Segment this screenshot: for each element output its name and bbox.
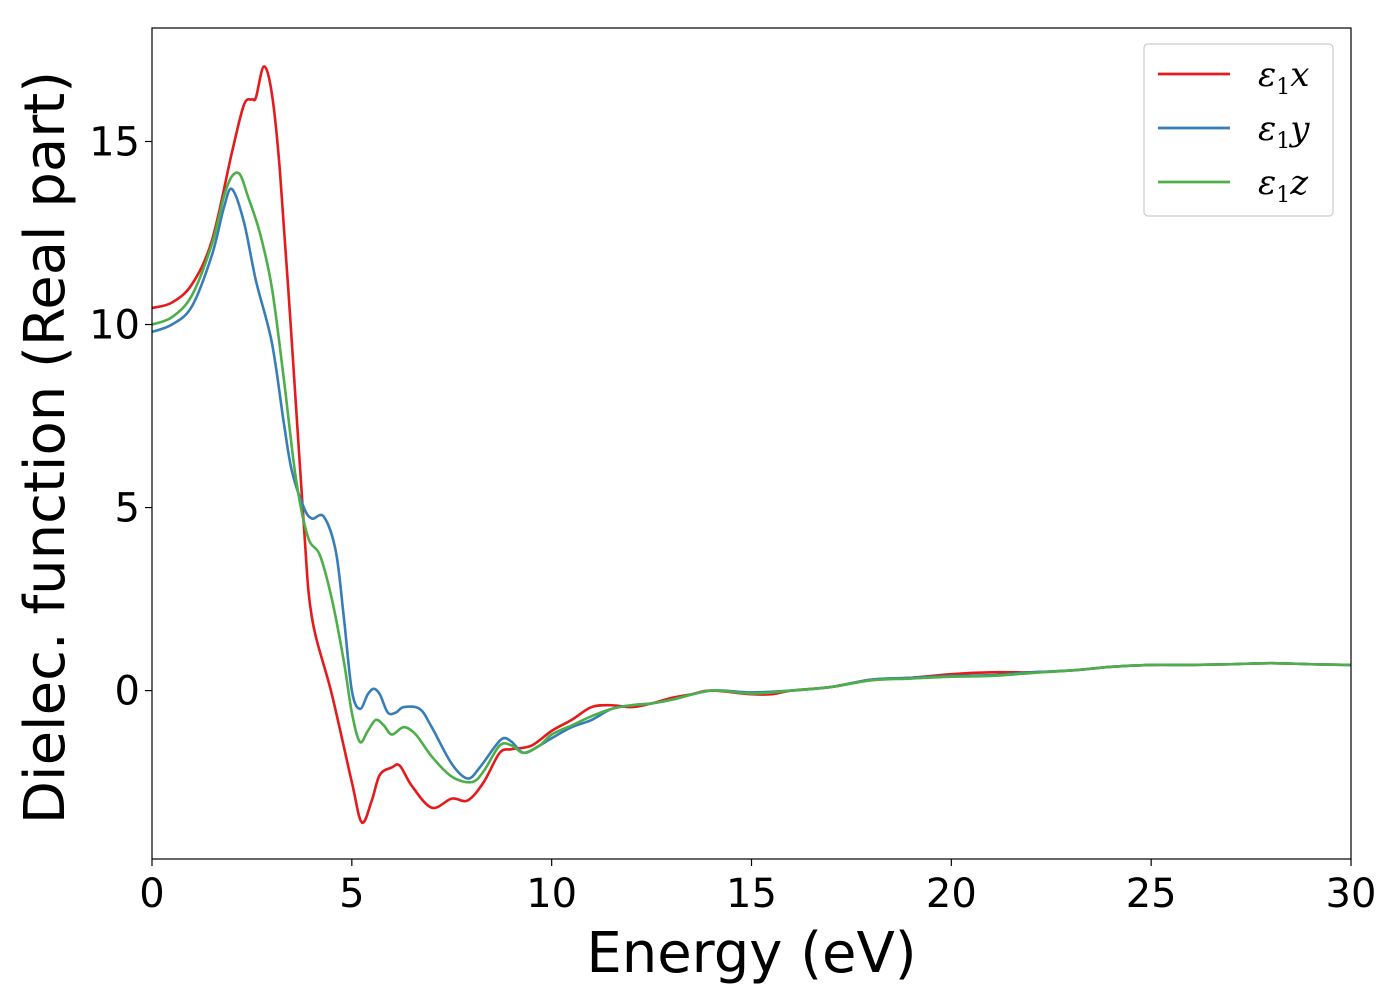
y-axis: 0 5 10 15 <box>89 119 152 715</box>
plot-area <box>152 65 1351 824</box>
x-tick-label: 0 <box>139 871 164 917</box>
x-tick-label: 30 <box>1326 871 1377 917</box>
legend-label-y: ε1y <box>1258 109 1310 154</box>
legend: ε1x ε1y ε1z <box>1143 43 1334 217</box>
x-tick-label: 15 <box>726 871 777 917</box>
x-axis: 0 5 10 15 20 25 30 <box>139 859 1376 917</box>
series-line-x <box>152 65 1351 824</box>
legend-label-z: ε1z <box>1258 163 1309 208</box>
series-line-z <box>152 171 1351 784</box>
y-axis-title: Dielec. function (Real part) <box>13 71 78 824</box>
x-tick-label: 10 <box>526 871 577 917</box>
y-tick-label: 5 <box>115 486 140 532</box>
x-tick-label: 5 <box>339 871 364 917</box>
x-axis-title: Energy (eV) <box>586 921 916 986</box>
y-tick-label: 10 <box>89 303 140 349</box>
x-tick-label: 25 <box>1126 871 1177 917</box>
legend-label-x: ε1x <box>1258 55 1309 100</box>
y-tick-label: 15 <box>89 119 140 165</box>
legend-box <box>1143 43 1334 217</box>
y-tick-label: 0 <box>115 669 140 715</box>
x-tick-label: 20 <box>926 871 977 917</box>
